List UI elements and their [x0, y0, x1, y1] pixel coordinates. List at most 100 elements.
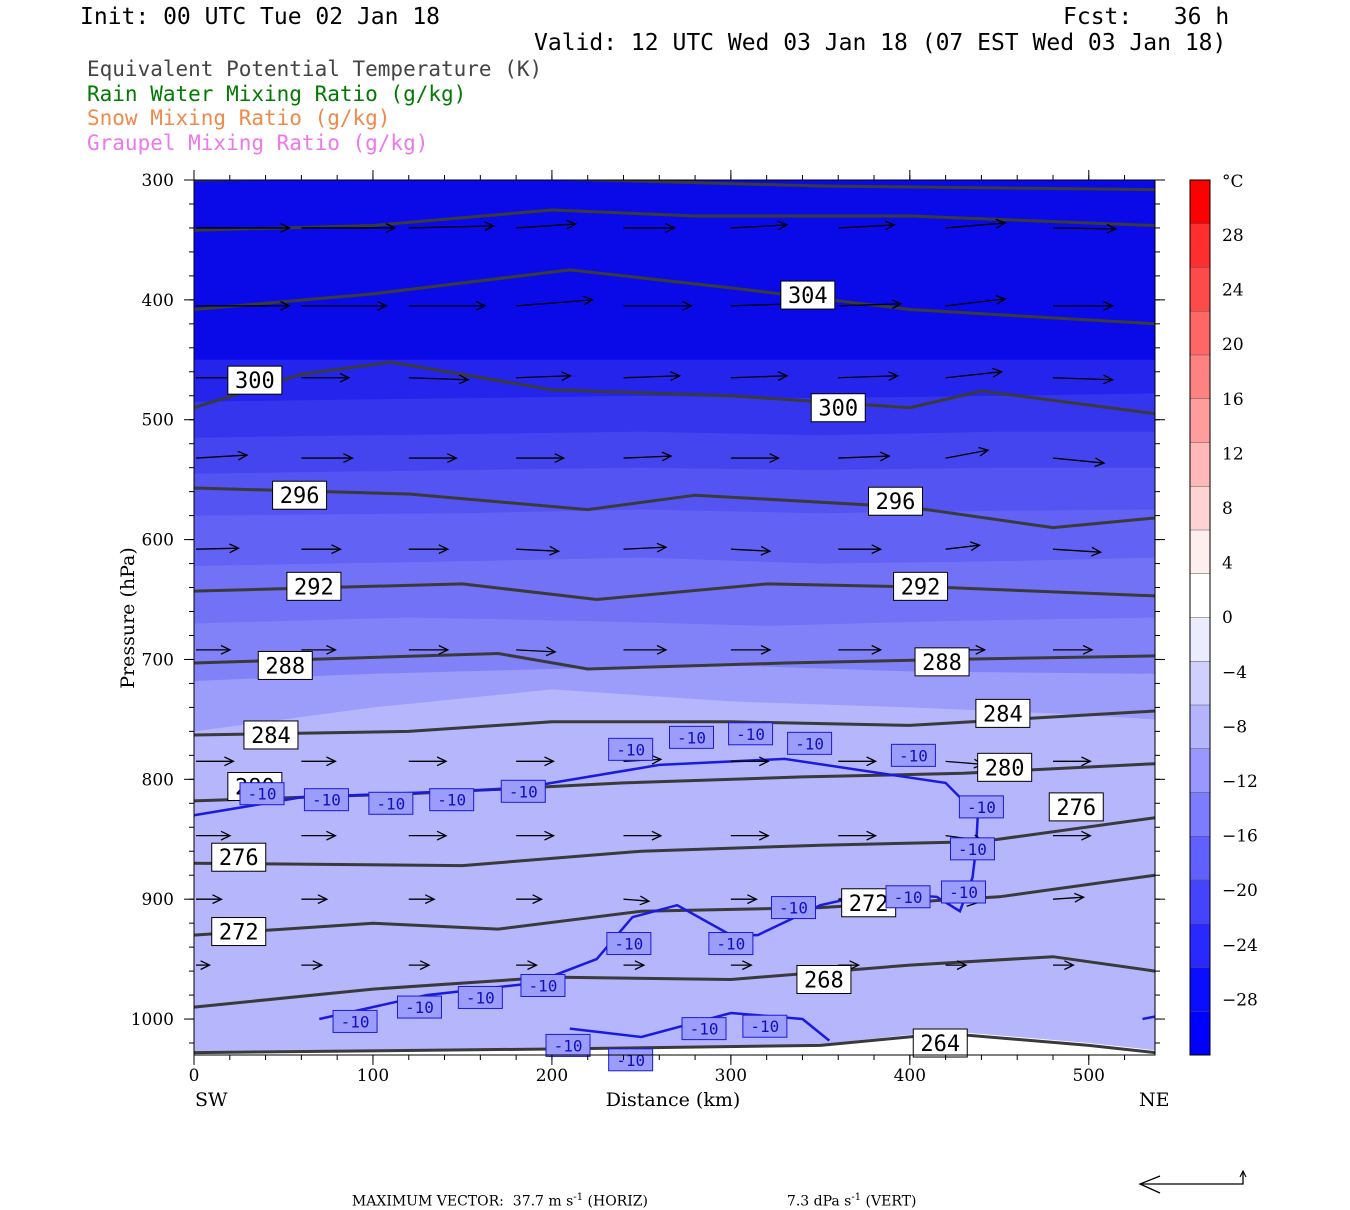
minus10-label: -10	[554, 1036, 583, 1055]
wind-vector	[516, 219, 578, 230]
minus10-label-box	[681, 1017, 727, 1041]
wind-vector	[408, 894, 436, 905]
wind-vector-head	[545, 646, 557, 657]
wind-vector-head	[1064, 960, 1075, 971]
minus10-label: -10	[949, 883, 978, 902]
wind-vector-head	[777, 371, 789, 381]
wind-vector	[195, 543, 240, 554]
wind-vector-head	[436, 756, 448, 767]
theta-e-label-box	[810, 393, 866, 423]
minus10-label-box	[608, 1048, 654, 1072]
wind-vector	[408, 544, 450, 555]
minus10-label: -10	[405, 998, 434, 1017]
wind-vector	[623, 895, 651, 906]
wind-vector-shaft	[623, 375, 680, 379]
legend-snow: Snow Mixing Ratio (g/kg)	[87, 106, 391, 130]
wind-vector	[838, 371, 900, 381]
wind-vector-head	[544, 756, 555, 767]
theta-e-contour	[194, 955, 1155, 1009]
colorbar-tick-label: −28	[1222, 990, 1258, 1010]
wind-vector-shaft	[1052, 227, 1116, 230]
wind-vector-head	[220, 830, 232, 841]
x-tick-label: 200	[536, 1066, 568, 1086]
x-tick-label: 300	[715, 1066, 747, 1086]
wind-vector-head	[583, 295, 595, 306]
wind-vector-head	[634, 960, 646, 971]
wind-vector	[838, 220, 896, 231]
minus10-label: -10	[894, 888, 923, 907]
wind-vector-head	[1081, 756, 1092, 767]
wind-vector-head	[884, 220, 896, 231]
wind-vector	[1052, 892, 1086, 903]
wind-vector-head	[769, 453, 780, 463]
wind-vector-head	[544, 830, 555, 841]
wind-vector-head	[280, 223, 291, 233]
wind-vector	[195, 450, 249, 461]
wind-vector-head	[527, 960, 538, 971]
wind-vector	[730, 960, 753, 971]
wind-vector-head	[871, 644, 883, 655]
wind-vector	[408, 453, 458, 463]
wind-vector-head	[532, 894, 544, 905]
theta-e-contour	[194, 1031, 1155, 1055]
theta-e-label-box	[243, 720, 299, 750]
wind-vector	[730, 756, 770, 767]
colorbar-tick-label: 24	[1222, 281, 1244, 301]
minus10-label: -10	[341, 1012, 370, 1031]
wind-vector	[838, 830, 878, 841]
theta-e-contour	[194, 651, 1155, 671]
theta-e-label-box	[868, 486, 924, 516]
colorbar-swatch	[1190, 661, 1210, 706]
wind-vector	[623, 371, 682, 381]
wind-vector-head	[656, 644, 668, 655]
wind-vector	[196, 830, 232, 841]
wind-vector-head	[438, 544, 450, 555]
wind-vector	[408, 830, 448, 841]
wind-vector	[1052, 374, 1114, 385]
wind-vector-head	[1082, 644, 1094, 655]
wind-vector-head	[1074, 892, 1086, 903]
wind-vector-shaft	[838, 455, 890, 459]
reference-vector-icon	[1138, 1169, 1247, 1194]
wind-vector	[945, 446, 990, 459]
wind-vector	[301, 300, 388, 311]
theta-e-label-box	[893, 571, 949, 601]
wind-vector-head	[436, 830, 448, 841]
y-tick-label: 700	[142, 650, 174, 670]
colorbar-swatch	[1190, 180, 1210, 225]
minus10-label: -10	[312, 791, 341, 810]
wind-vector	[196, 960, 212, 971]
theta-e-label: 288	[265, 654, 305, 679]
wind-vector-shaft	[730, 375, 787, 379]
wind-vector-shaft	[195, 547, 239, 550]
minus10-label-box	[958, 795, 1004, 819]
wind-vector-shaft	[1052, 896, 1084, 900]
wind-vector	[301, 756, 337, 767]
wind-vector-shaft	[408, 377, 469, 381]
wind-vector-head	[866, 830, 878, 841]
wind-vector-shaft	[945, 371, 1002, 379]
y-tick-label: 800	[142, 770, 174, 790]
wind-vector-head	[975, 644, 987, 655]
theta-e-contour	[194, 360, 1155, 416]
colorbar-tick-label: −20	[1222, 881, 1258, 901]
theta-e-label: 276	[219, 846, 259, 871]
wind-vector	[301, 960, 324, 971]
wind-vector-shaft	[516, 375, 571, 379]
wind-vector-head	[665, 223, 676, 233]
valid-time: Valid: 12 UTC Wed 03 Jan 18 (07 EST Wed …	[534, 30, 1227, 56]
wind-vector-head	[670, 371, 682, 381]
y-tick-label: 900	[142, 890, 174, 910]
theta-e-label-box	[912, 1028, 968, 1058]
wind-vector	[301, 453, 354, 463]
theta-e-label: 300	[235, 369, 275, 394]
wind-vector	[730, 220, 789, 231]
wind-vector-shaft	[516, 299, 593, 307]
theta-e-contour	[194, 208, 1155, 232]
wind-vector	[408, 300, 487, 311]
minus10-label: -10	[779, 899, 808, 918]
temperature-band	[194, 180, 1155, 360]
colorbar-swatch	[1190, 398, 1210, 443]
colorbar-swatch	[1190, 530, 1210, 575]
